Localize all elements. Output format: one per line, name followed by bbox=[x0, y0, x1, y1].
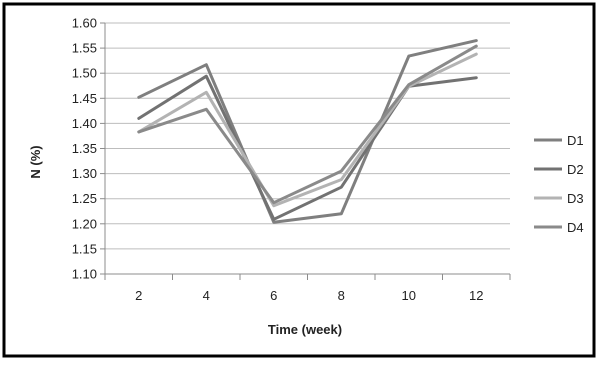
y-tick-label: 1.45 bbox=[72, 91, 97, 106]
legend-label-d4: D4 bbox=[567, 220, 584, 235]
x-tick-label: 4 bbox=[203, 288, 210, 303]
x-axis-title: Time (week) bbox=[268, 322, 342, 337]
y-tick-label: 1.55 bbox=[72, 41, 97, 56]
y-tick-label: 1.15 bbox=[72, 241, 97, 256]
x-tick-label: 2 bbox=[135, 288, 142, 303]
y-tick-label: 1.35 bbox=[72, 141, 97, 156]
x-tick-label: 12 bbox=[469, 288, 483, 303]
y-tick-label: 1.20 bbox=[72, 216, 97, 231]
y-tick-label: 1.40 bbox=[72, 116, 97, 131]
y-axis-ticks: 1.10 1.15 1.20 1.25 1.30 1.35 1.40 1.45 1.50 1.55… bbox=[72, 16, 106, 282]
series-line-d2 bbox=[137, 74, 478, 221]
x-axis-ticks: 2 4 6 8 10 12 bbox=[104, 274, 511, 303]
legend-label-d3: D3 bbox=[567, 191, 584, 206]
x-tick-label: 6 bbox=[270, 288, 277, 303]
y-tick-label: 1.60 bbox=[72, 16, 97, 31]
y-tick-label: 1.10 bbox=[72, 267, 97, 282]
legend-label-d2: D2 bbox=[567, 162, 584, 177]
x-tick-label: 8 bbox=[338, 288, 345, 303]
series-lines bbox=[137, 39, 478, 224]
chart-border bbox=[2, 2, 596, 358]
series-line-d3 bbox=[137, 52, 478, 208]
y-tick-label: 1.25 bbox=[72, 191, 97, 206]
legend-label-d1: D1 bbox=[567, 133, 584, 148]
y-axis-title: N (%) bbox=[28, 145, 43, 178]
series-line-d1 bbox=[137, 39, 478, 224]
series-line-d4 bbox=[137, 44, 478, 205]
x-tick-label: 10 bbox=[402, 288, 416, 303]
legend: D1 D2 D3 D4 bbox=[534, 133, 584, 235]
y-tick-label: 1.30 bbox=[72, 166, 97, 181]
y-tick-label: 1.50 bbox=[72, 66, 97, 81]
